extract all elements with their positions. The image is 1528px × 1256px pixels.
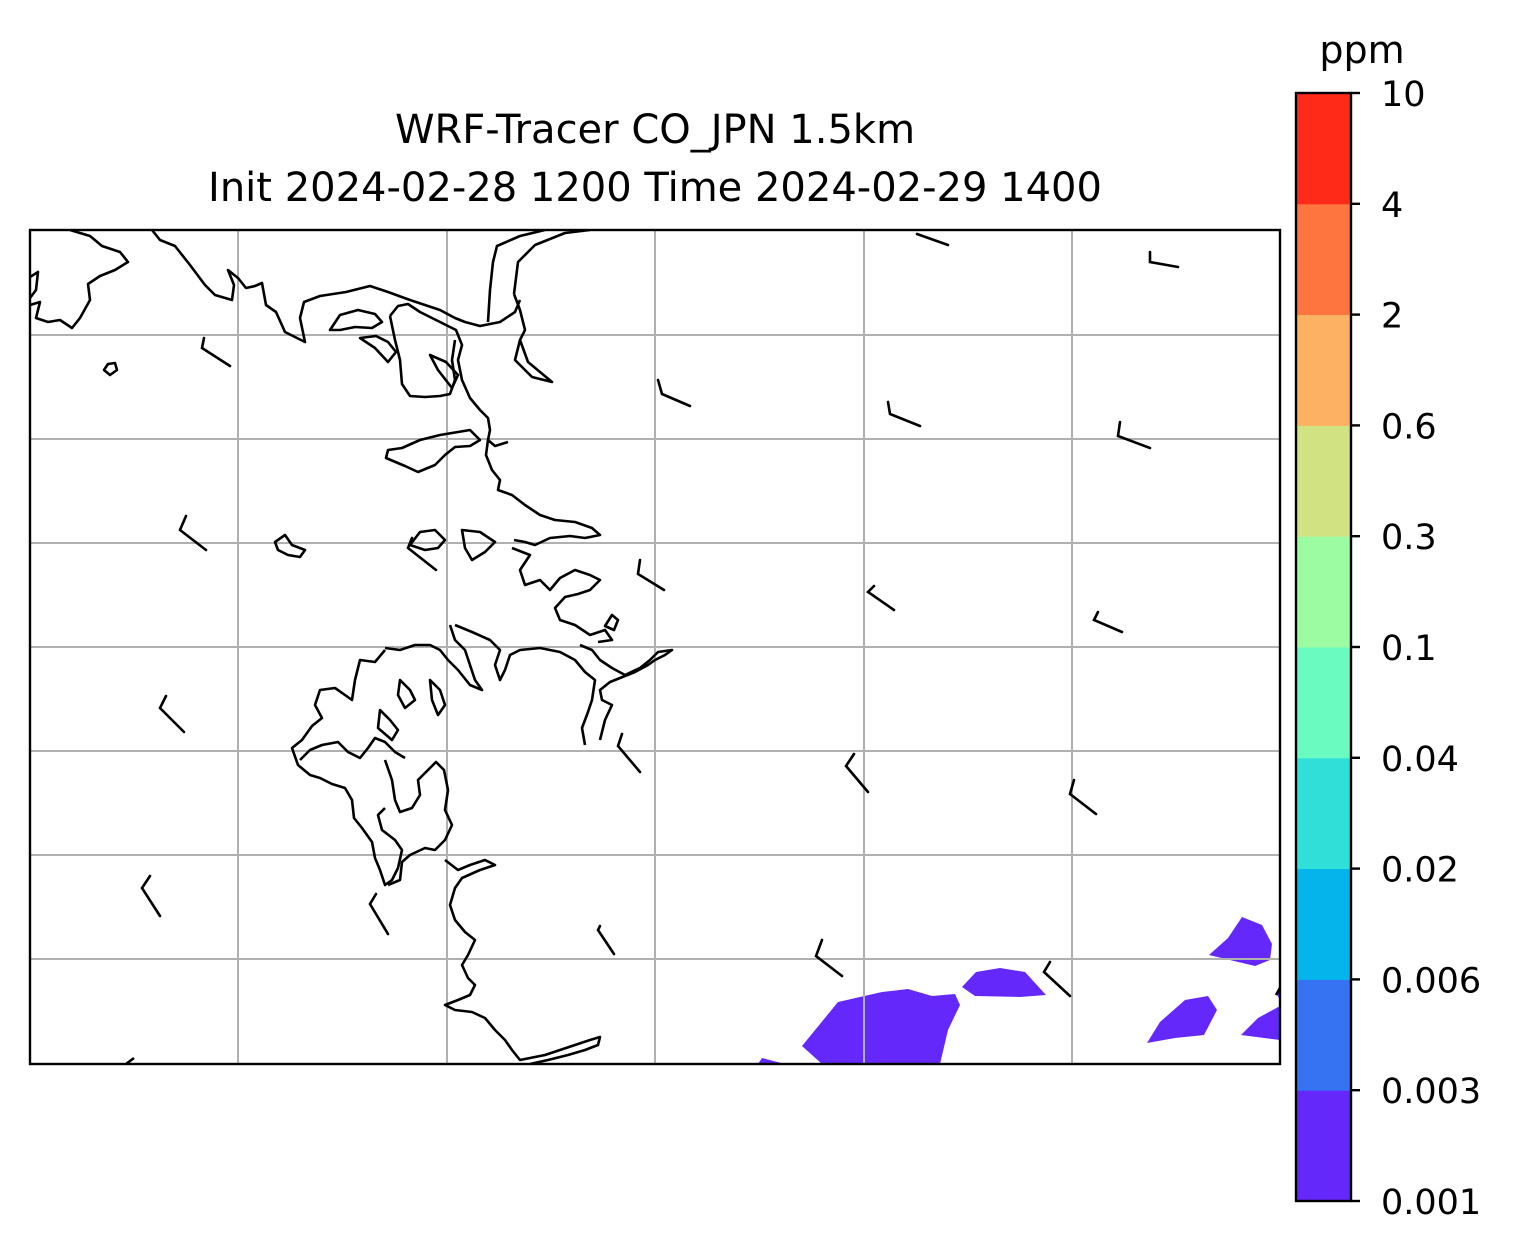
- coastline-south: [454, 623, 597, 746]
- colorbar-segment: [1296, 979, 1351, 1091]
- wind-barb: [1116, 420, 1152, 450]
- wind-barb: [865, 584, 896, 612]
- tracer-patch: [1147, 996, 1217, 1043]
- colorbar-tick-label: 4: [1381, 186, 1403, 226]
- coastline-island: [273, 533, 307, 559]
- coastline-bay: [460, 528, 497, 562]
- map-title-line1: WRF-Tracer CO_JPN 1.5km: [394, 107, 916, 153]
- wind-barbs: [140, 232, 1180, 998]
- colorbar-tick-label: 10: [1381, 75, 1426, 115]
- coastline-channel: [486, 230, 591, 384]
- wind-barb: [406, 536, 438, 572]
- coastline-main: [388, 315, 457, 399]
- coastline-north: [150, 230, 522, 344]
- colorbar-tick-label: 2: [1381, 297, 1403, 337]
- colorbar-segment: [1296, 425, 1351, 537]
- coastlines: [30, 230, 1280, 1064]
- coastline-north: [30, 230, 130, 330]
- colorbar-tick-label: 0.003: [1381, 1072, 1481, 1112]
- colorbar-tick-label: 0.001: [1381, 1183, 1481, 1223]
- coastline-south: [579, 643, 674, 741]
- map-panel: [30, 230, 1280, 1064]
- wind-barb: [814, 938, 844, 978]
- colorbar-segment: [1296, 757, 1351, 870]
- coastline-island: [603, 613, 620, 632]
- wind-barb: [844, 752, 870, 794]
- wind-barb: [1068, 778, 1098, 816]
- colorbar-segment: [1296, 868, 1351, 980]
- tracer-patch: [1241, 1006, 1280, 1040]
- wind-barb: [140, 874, 162, 918]
- coastline-inlet: [358, 334, 398, 364]
- wind-barb: [886, 400, 922, 428]
- coastline-fjord: [376, 708, 400, 742]
- coastline-main: [484, 439, 602, 547]
- colorbar-tick-label: 0.6: [1381, 407, 1437, 447]
- coastline-inlet: [328, 308, 384, 332]
- map-frame: [28, 228, 1282, 1066]
- wind-barb: [1042, 960, 1072, 998]
- colorbar-tick-label: 0.02: [1381, 851, 1459, 891]
- coastline-island: [102, 361, 119, 377]
- wind-barb: [1092, 610, 1124, 634]
- colorbar-tick-label: 0.04: [1381, 740, 1459, 780]
- tracer-patch: [1209, 917, 1272, 966]
- colorbar-unit-label: ppm: [1319, 28, 1405, 72]
- colorbar-segment: [1296, 647, 1351, 759]
- coastline-south: [384, 624, 484, 692]
- coastline-fjord: [383, 759, 454, 887]
- colorbar-tick-label: 0.1: [1381, 629, 1437, 669]
- coastline-island: [408, 528, 447, 552]
- tracer-field: [758, 917, 1280, 1064]
- wind-barb: [616, 732, 642, 774]
- tracer-patch: [758, 1058, 785, 1064]
- map-title-line2: Init 2024-02-28 1200 Time 2024-02-29 140…: [208, 165, 1102, 211]
- coastline-fjord: [396, 678, 417, 710]
- tracer-patch: [962, 968, 1046, 997]
- coastline-peninsula: [384, 428, 482, 474]
- coastline-fjord: [443, 858, 602, 1064]
- coastline-fjord: [428, 678, 447, 717]
- colorbar-tick-label: 0.006: [1381, 961, 1481, 1001]
- coastline-bay: [511, 546, 614, 644]
- wind-barb: [1148, 250, 1180, 269]
- colorbar: 0.001 0.003 0.006 0.02 0.04 0.1 0.3 0.6 2 4 10: [1294, 75, 1481, 1223]
- colorbar-segment: [1296, 203, 1351, 316]
- wind-barb: [596, 924, 616, 956]
- gridlines: [30, 230, 1280, 1064]
- coastline-west: [290, 649, 404, 887]
- tracer-patch: [802, 989, 960, 1064]
- wind-barb: [368, 892, 390, 936]
- colorbar-segment: [1296, 536, 1351, 648]
- colorbar-segment: [1296, 1090, 1351, 1202]
- colorbar-tick-label: 0.3: [1381, 518, 1437, 558]
- wind-barb: [200, 336, 232, 368]
- wind-barb: [636, 558, 666, 592]
- coastline-main: [388, 302, 509, 448]
- coastline-west: [299, 736, 406, 761]
- colorbar-segment: [1296, 314, 1351, 426]
- colorbar-segment: [1296, 93, 1351, 205]
- wind-barb: [158, 694, 186, 734]
- wind-barb: [656, 378, 692, 408]
- wind-barb: [915, 232, 950, 247]
- wind-barb: [178, 514, 208, 552]
